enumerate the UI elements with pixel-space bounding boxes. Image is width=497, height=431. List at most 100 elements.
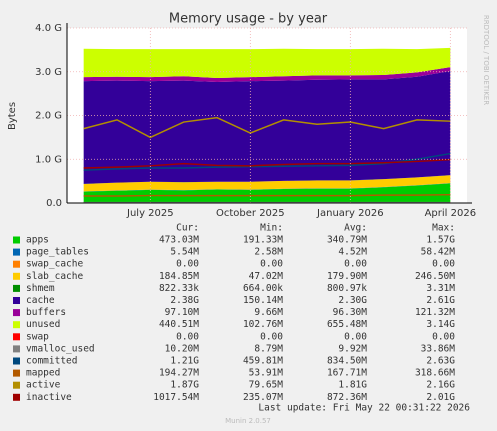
legend-value: 246.50M — [415, 271, 455, 282]
side-text: RRDTOOL / TOBI OETIKER — [482, 15, 490, 105]
legend-value: 2.63G — [426, 356, 455, 367]
legend-swatch — [13, 284, 20, 292]
legend-swatch — [13, 333, 20, 341]
column-header: Avg: — [344, 223, 367, 234]
legend-value: 664.00k — [243, 283, 283, 294]
legend-label: slab_cache — [26, 271, 83, 282]
legend-value: 179.90M — [327, 271, 367, 282]
legend-value: 1.87G — [170, 380, 199, 391]
x-tick-label: April 2026 — [425, 208, 476, 219]
legend-value: 47.02M — [249, 271, 284, 282]
legend-swatch — [13, 393, 20, 401]
legend-swatch — [13, 272, 20, 280]
legend-value: 3.31M — [426, 283, 455, 294]
legend-swatch — [13, 321, 20, 329]
legend-swatch — [13, 248, 20, 256]
legend-value: 0.00 — [260, 331, 283, 342]
legend-value: 0.00 — [176, 259, 199, 270]
legend-value: 822.33k — [159, 283, 199, 294]
legend-value: 0.00 — [176, 331, 199, 342]
legend-value: 4.52M — [338, 247, 367, 258]
legend-label: page_tables — [26, 247, 89, 258]
legend-value: 440.51M — [159, 319, 199, 330]
legend-value: 5.54M — [170, 247, 199, 258]
y-axis-label: Bytes — [7, 102, 18, 130]
legend-value: 121.32M — [415, 307, 455, 318]
x-tick-label: October 2025 — [216, 208, 285, 219]
legend-swatch — [13, 309, 20, 317]
y-tick-label: 0.0 — [46, 198, 62, 209]
legend-value: 150.14M — [243, 295, 283, 306]
legend-value: 2.38G — [170, 295, 199, 306]
legend-value: 340.79M — [327, 235, 367, 246]
line — [83, 193, 451, 197]
legend-label: swap_cache — [26, 259, 83, 270]
legend-label: buffers — [26, 307, 66, 318]
chart-title: Memory usage - by year — [169, 12, 328, 27]
legend-value: 1.81G — [338, 380, 367, 391]
area — [83, 47, 451, 79]
legend-value: 10.20M — [165, 343, 200, 354]
legend-swatch — [13, 236, 20, 244]
legend-label: mapped — [26, 368, 60, 379]
y-tick-label: 1.0 G — [35, 154, 62, 165]
x-tick-label: January 2026 — [316, 208, 384, 219]
legend-value: 194.27M — [159, 368, 199, 379]
area — [83, 175, 451, 192]
legend-value: 235.07M — [243, 392, 283, 403]
legend-label: swap — [26, 331, 49, 342]
legend-label: inactive — [26, 392, 72, 403]
area — [83, 67, 451, 82]
legend-value: 9.66M — [254, 307, 283, 318]
legend-value: 1017.54M — [153, 392, 199, 403]
legend-value: 2.61G — [426, 295, 455, 306]
legend-value: 2.01G — [426, 392, 455, 403]
y-tick-label: 3.0 G — [35, 67, 62, 78]
legend-value: 97.10M — [165, 307, 200, 318]
x-tick-label: July 2025 — [126, 208, 174, 219]
legend-label: apps — [26, 235, 49, 246]
legend-value: 9.92M — [338, 343, 367, 354]
legend-value: 96.30M — [333, 307, 368, 318]
legend-value: 33.86M — [421, 343, 456, 354]
legend-value: 1.57G — [426, 235, 455, 246]
column-header: Cur: — [176, 223, 199, 234]
legend-value: 0.00 — [432, 259, 455, 270]
legend-value: 318.66M — [415, 368, 455, 379]
area — [83, 183, 451, 192]
legend-value: 167.71M — [327, 368, 367, 379]
legend-value: 2.58M — [254, 247, 283, 258]
y-tick-label: 2.0 G — [35, 111, 62, 122]
area — [83, 71, 451, 184]
legend-value: 0.00 — [344, 331, 367, 342]
column-header: Min: — [260, 223, 283, 234]
column-header: Max: — [432, 223, 455, 234]
legend-value: 1.21G — [170, 356, 199, 367]
legend-swatch — [13, 357, 20, 365]
legend-value: 53.91M — [249, 368, 284, 379]
legend-value: 184.85M — [159, 271, 199, 282]
version: Munin 2.0.57 — [225, 417, 271, 425]
legend-swatch — [13, 260, 20, 268]
legend-value: 0.00 — [432, 331, 455, 342]
legend-value: 8.79M — [254, 343, 283, 354]
legend-value: 872.36M — [327, 392, 367, 403]
legend-swatch — [13, 381, 20, 389]
legend-label: active — [26, 380, 61, 391]
legend-value: 79.65M — [249, 380, 284, 391]
footer: Last update: Fri May 22 00:31:22 2026 — [258, 403, 470, 414]
area — [83, 183, 451, 203]
legend-value: 191.33M — [243, 235, 283, 246]
legend-value: 3.14G — [426, 319, 455, 330]
legend-label: shmem — [26, 283, 55, 294]
legend-label: vmalloc_used — [26, 343, 95, 354]
legend-swatch — [13, 369, 20, 377]
legend-swatch — [13, 297, 20, 304]
line — [83, 116, 451, 139]
y-tick-label: 4.0 G — [35, 23, 62, 34]
legend-label: cache — [26, 295, 55, 306]
legend-value: 473.03M — [159, 235, 199, 246]
legend-value: 58.42M — [421, 247, 456, 258]
